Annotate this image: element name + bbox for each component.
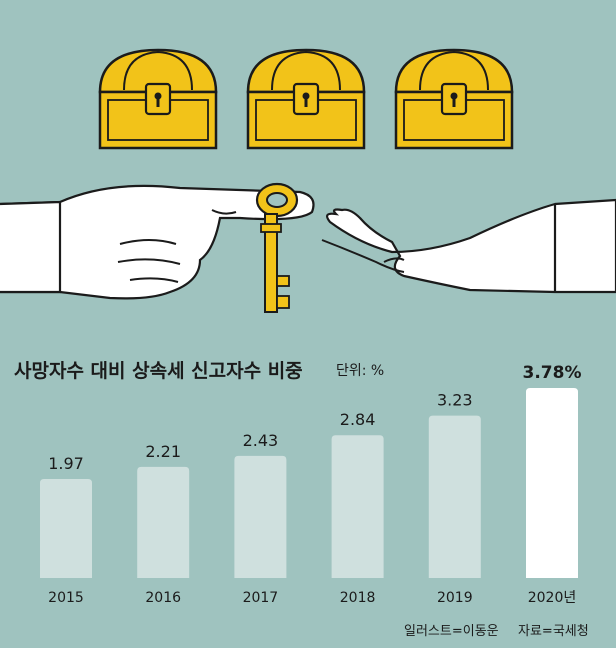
source-credit: 자료=국세청 xyxy=(518,624,589,639)
bar-2016 xyxy=(137,466,190,578)
unit-label: 단위: % xyxy=(336,363,385,379)
giving-hand-icon xyxy=(0,184,315,300)
x-tick-label-2018: 2018 xyxy=(340,590,376,606)
x-tick-label-2017: 2017 xyxy=(243,590,279,606)
treasure-chest-icon xyxy=(98,48,218,150)
data-label-2018: 2.84 xyxy=(340,410,376,429)
illustration-credit: 일러스트=이동운 xyxy=(404,624,499,639)
treasure-chest-icon xyxy=(394,48,514,150)
bar-2019 xyxy=(428,415,481,578)
bar-2020년 xyxy=(526,388,578,578)
data-label-2016: 2.21 xyxy=(145,442,181,461)
x-tick-label-2016: 2016 xyxy=(145,590,181,606)
x-tick-label-2019: 2019 xyxy=(437,590,473,606)
treasure-chest-icon xyxy=(246,48,366,150)
bar-2017 xyxy=(234,455,287,578)
data-label-2020년: 3.78% xyxy=(523,363,582,383)
bar-2018 xyxy=(331,435,384,578)
chart-title: 사망자수 대비 상속세 신고자수 비중 xyxy=(14,360,303,382)
bar-2015 xyxy=(40,478,92,578)
bar-chart: 1.97 2015 2.21 2016 2.43 2017 2.84 2018 3.23 2019… xyxy=(40,363,581,606)
x-tick-label-2020년: 2020년 xyxy=(528,590,577,606)
receiving-hand-icon xyxy=(321,198,616,294)
data-label-2019: 3.23 xyxy=(437,391,473,410)
data-label-2015: 1.97 xyxy=(48,454,84,473)
data-label-2017: 2.43 xyxy=(243,431,279,450)
x-tick-label-2015: 2015 xyxy=(48,590,84,606)
key-icon xyxy=(255,182,299,313)
